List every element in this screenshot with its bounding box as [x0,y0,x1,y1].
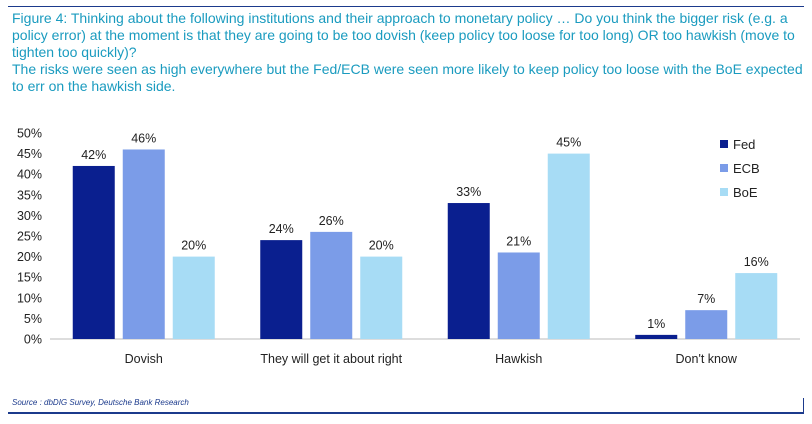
bar-ecb [123,149,165,339]
footer-rule [8,412,804,414]
bar-chart: 0% 5% 10% 15% 20% 25% 30% 35% 40% 45% 50% 42% 46% 20%… [0,0,812,424]
category-label: Don't know [676,352,738,366]
y-tick-label: 0% [24,333,42,347]
legend-swatch-ecb [720,164,728,172]
y-tick-label: 10% [17,291,42,305]
data-label: 26% [319,214,344,228]
bar-fed [260,240,302,339]
y-tick-label: 30% [17,209,42,223]
legend-label-boe: BoE [733,185,758,200]
bar-boe [735,273,777,339]
bar-ecb [498,252,540,339]
data-label: 46% [131,131,156,145]
y-tick-label: 35% [17,188,42,202]
bar-fed [635,335,677,339]
data-label: 20% [181,239,206,253]
y-tick-label: 45% [17,147,42,161]
bar-fed [73,166,115,339]
y-tick-label: 40% [17,168,42,182]
bar-fed [448,203,490,339]
data-label: 20% [369,239,394,253]
data-label: 1% [647,317,665,331]
source-note: Source : dbDIG Survey, Deutsche Bank Res… [12,398,189,407]
bar-boe [360,257,402,339]
data-label: 7% [697,292,715,306]
data-label: 33% [456,185,481,199]
legend-label-fed: Fed [733,137,755,152]
data-label: 42% [81,148,106,162]
category-label: Hawkish [495,352,542,366]
bar-ecb [310,232,352,339]
y-tick-label: 5% [24,312,42,326]
bar-ecb [685,310,727,339]
bar-boe [548,154,590,339]
legend-swatch-fed [720,140,728,148]
footer-tick [803,398,805,413]
legend-label-ecb: ECB [733,161,760,176]
y-tick-label: 25% [17,230,42,244]
y-tick-label: 20% [17,250,42,264]
bar-boe [173,257,215,339]
data-label: 24% [269,222,294,236]
category-label: They will get it about right [260,352,402,366]
data-label: 16% [744,255,769,269]
y-tick-label: 50% [17,127,42,141]
category-label: Dovish [125,352,163,366]
data-label: 21% [506,234,531,248]
data-label: 45% [556,136,581,150]
legend-swatch-boe [720,188,728,196]
y-tick-label: 15% [17,271,42,285]
